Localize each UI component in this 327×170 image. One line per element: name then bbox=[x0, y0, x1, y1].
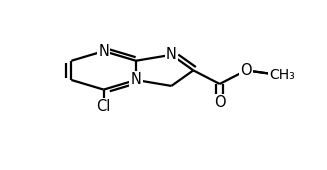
Text: N: N bbox=[166, 47, 177, 62]
Text: O: O bbox=[240, 63, 252, 78]
Text: CH₃: CH₃ bbox=[269, 68, 295, 82]
Text: O: O bbox=[240, 63, 252, 78]
Text: O: O bbox=[214, 95, 226, 110]
Text: N: N bbox=[98, 44, 109, 59]
Text: Cl: Cl bbox=[96, 99, 111, 114]
Text: N: N bbox=[130, 72, 141, 88]
